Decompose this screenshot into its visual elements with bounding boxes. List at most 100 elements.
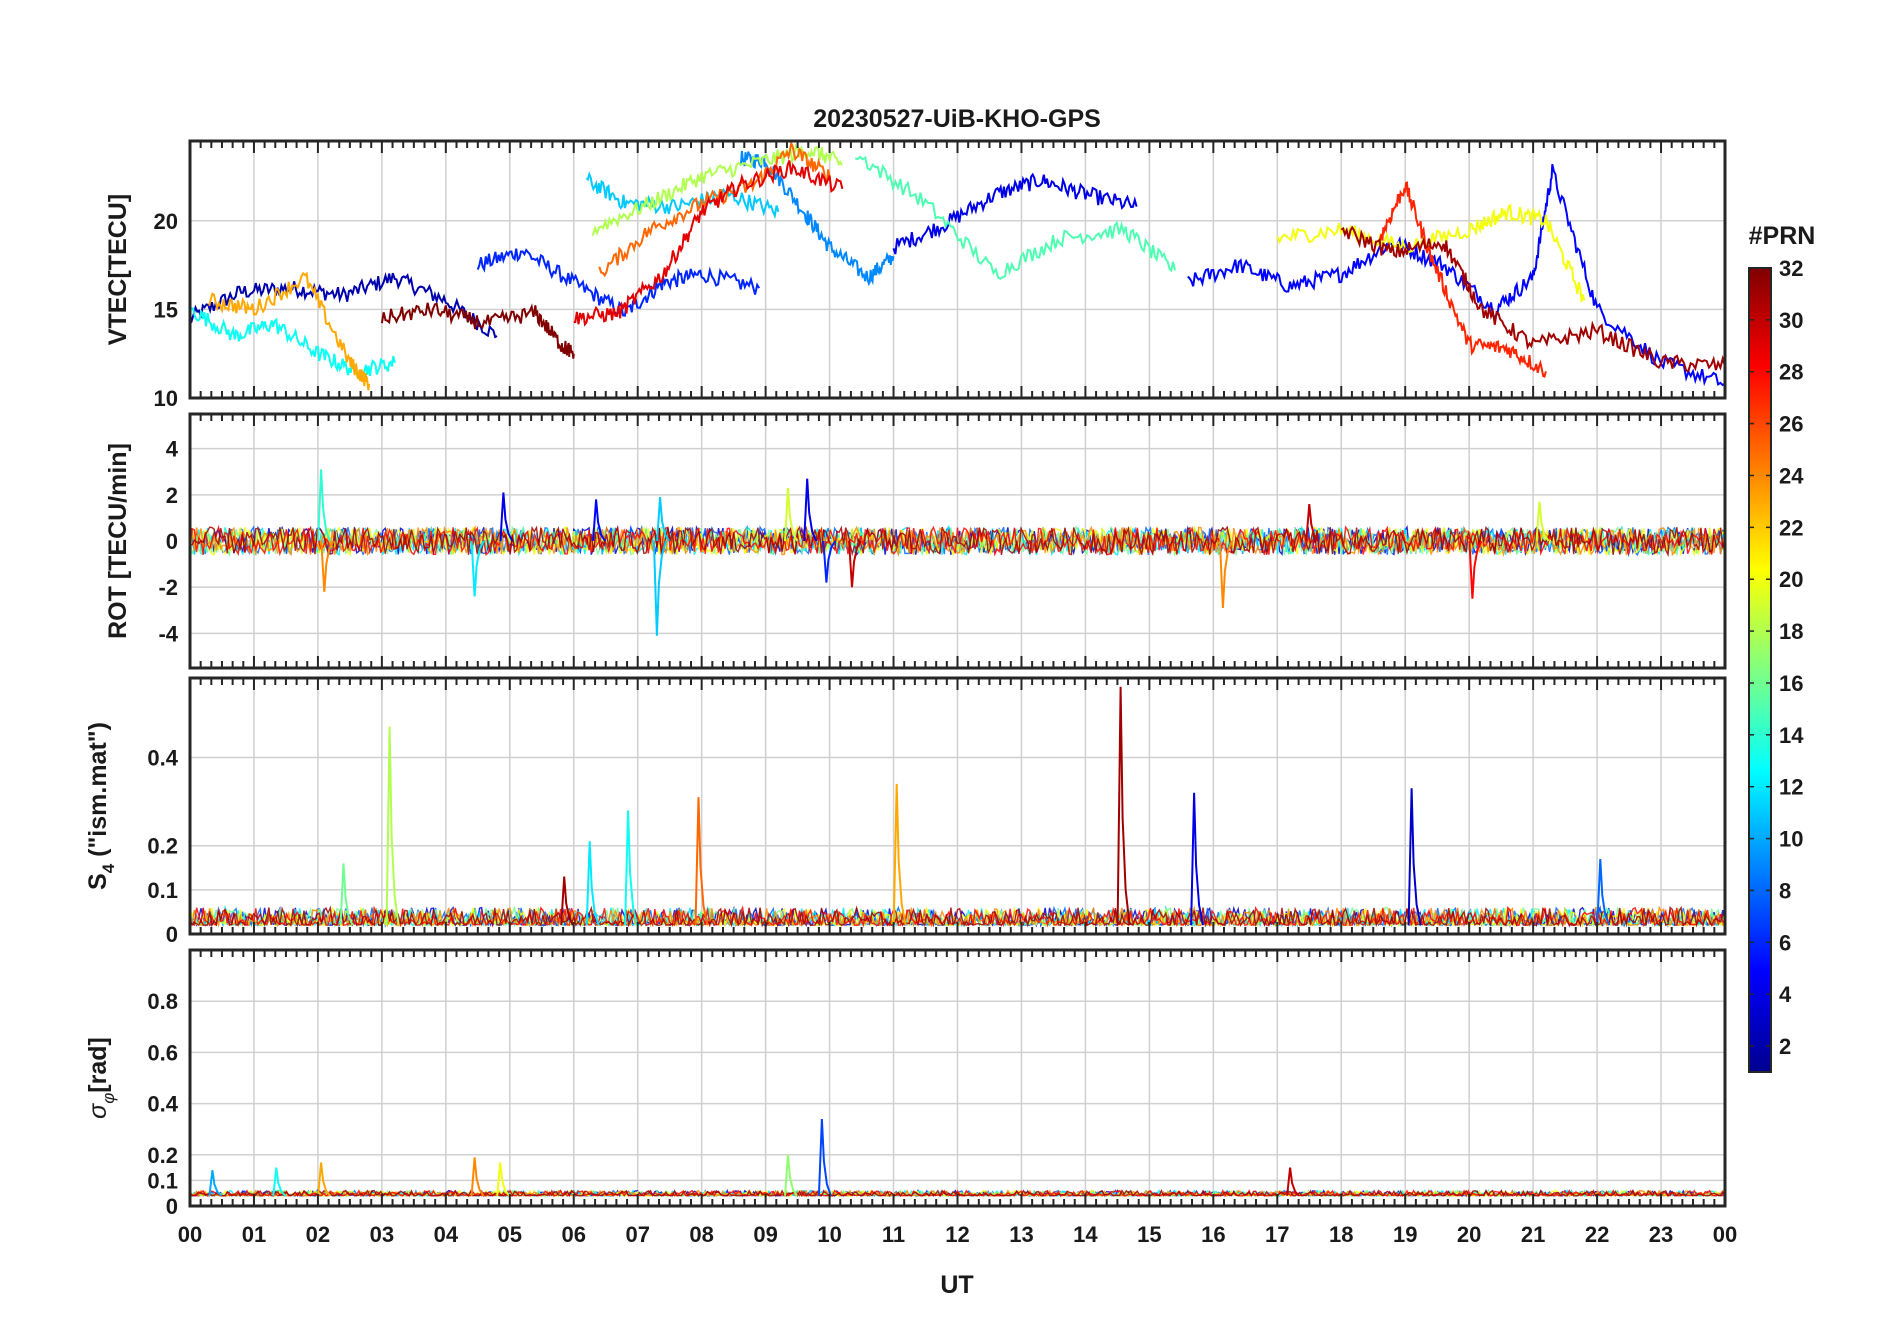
y-tick-label: 0.1 [147, 878, 178, 903]
x-tick-label: 20 [1457, 1222, 1481, 1247]
y-axis-title: VTEC[TECU] [104, 194, 132, 345]
spike-mark [694, 797, 709, 926]
spike-mark [470, 540, 485, 597]
spike-mark [1468, 540, 1483, 599]
noise-series-line [190, 524, 1725, 558]
spike-mark [784, 487, 798, 542]
x-tick-label: 21 [1521, 1222, 1545, 1247]
spike-mark [1116, 686, 1131, 926]
x-tick-label: 14 [1073, 1222, 1098, 1247]
y-tick-label: 0.8 [147, 989, 178, 1014]
rot-panel: -4 -2 0 2 4 ROT [TECU/min] [104, 412, 1727, 670]
vtec-series-line [380, 302, 575, 359]
colorbar-tick-label: 8 [1779, 878, 1791, 903]
x-tick-label: 02 [306, 1222, 330, 1247]
vtec-panel: 10 15 20 VTEC[TECU] [104, 139, 1727, 411]
colorbar-tick-label: 28 [1779, 360, 1803, 385]
spike-mark [1190, 792, 1205, 926]
colorbar-tick-label: 18 [1779, 619, 1803, 644]
x-tick-label: 18 [1329, 1222, 1353, 1247]
spike-mark [320, 540, 335, 592]
vtec-series-line [1340, 225, 1725, 372]
y-axis-title: S4 ("ism.mat") [84, 722, 118, 890]
y-tick-label: 0.6 [147, 1040, 178, 1065]
colorbar-tick-label: 2 [1779, 1034, 1791, 1059]
x-tick-label: 06 [562, 1222, 586, 1247]
x-tick-label: 19 [1393, 1222, 1417, 1247]
y-tick-label: 0.2 [147, 1143, 178, 1168]
y-tick-label: 0.1 [147, 1168, 178, 1193]
x-tick-label: 10 [817, 1222, 841, 1247]
spike-mark [624, 810, 639, 926]
vtec-series-line [598, 141, 831, 278]
y-tick-label: 15 [154, 297, 178, 322]
colorbar-tick-label: 14 [1779, 723, 1804, 748]
colorbar-tick-label: 6 [1779, 930, 1791, 955]
x-tick-label: 08 [689, 1222, 713, 1247]
y-tick-label: 0 [166, 529, 178, 554]
spike-mark [385, 726, 400, 926]
spike-mark [585, 841, 600, 926]
colorbar-tick-label: 4 [1779, 982, 1792, 1007]
x-tick-label: 12 [945, 1222, 969, 1247]
colorbar-frame [1748, 267, 1772, 1073]
vtec-series-line [591, 143, 843, 236]
x-tick-label: 17 [1265, 1222, 1289, 1247]
spike-mark [1286, 1167, 1300, 1197]
spike-mark [784, 1154, 798, 1197]
vtec-series-line [573, 160, 844, 327]
colorbar-gradient [1749, 268, 1771, 1072]
vtec-series-line [476, 248, 761, 317]
noise-series-line [190, 905, 1725, 928]
spike-mark [892, 783, 907, 926]
y-tick-label: 0.2 [147, 834, 178, 859]
x-tick-label: 01 [242, 1222, 266, 1247]
colorbar-tick-label: 24 [1779, 463, 1804, 488]
y-tick-label: 20 [154, 209, 178, 234]
y-tick-label: 10 [154, 386, 178, 411]
y-axis-title: σφ[rad] [84, 1037, 118, 1119]
x-tick-label: 13 [1009, 1222, 1033, 1247]
y-tick-label: 0 [166, 1194, 178, 1219]
spike-mark [822, 540, 837, 583]
spike-mark [1305, 504, 1320, 542]
vtec-series-line [208, 271, 371, 391]
vtec-series-line [190, 272, 498, 339]
spike-mark [817, 1118, 832, 1197]
y-tick-label: 0.4 [147, 745, 178, 770]
x-tick-label: 05 [498, 1222, 522, 1247]
spike-mark [652, 540, 667, 636]
colorbar-tick-label: 22 [1779, 515, 1803, 540]
x-tick-label: 03 [370, 1222, 394, 1247]
spike-mark [272, 1167, 287, 1197]
x-tick-label: 15 [1137, 1222, 1161, 1247]
colorbar-tick-label: 12 [1779, 775, 1803, 800]
spike-mark [317, 1162, 331, 1197]
colorbar-title: #PRN [1749, 222, 1816, 250]
y-tick-label: -4 [158, 621, 178, 646]
spike-mark [1218, 540, 1233, 609]
colorbar-tick-label: 16 [1779, 671, 1803, 696]
spike-mark [317, 469, 332, 542]
s4-panel: 0 0.1 0.2 0.4 S4 ("ism.mat") [84, 676, 1727, 947]
spike-mark [803, 478, 818, 542]
spike-mark [208, 1170, 223, 1197]
x-tick-label: 00 [1713, 1222, 1737, 1247]
x-tick-label: 07 [625, 1222, 649, 1247]
y-tick-label: 4 [166, 437, 179, 462]
y-axis-title: ROT [TECU/min] [104, 443, 132, 639]
vtec-series-line [1276, 203, 1586, 302]
spike-mark [1407, 788, 1422, 926]
x-tick-label: 16 [1201, 1222, 1225, 1247]
spike-mark [560, 876, 575, 926]
x-tick-label: 04 [434, 1222, 459, 1247]
x-tick-label: 23 [1649, 1222, 1673, 1247]
x-tick-label: 11 [882, 1222, 905, 1247]
sigma-phi-panel: 00.10.2 0.4 0.6 0.8 σφ[rad] 00 01 02 03 04 05 06 07 0… [84, 948, 1737, 1247]
spike-mark [339, 863, 354, 926]
spike-mark [656, 497, 670, 542]
spike-mark [1596, 858, 1611, 926]
data-series-group [190, 141, 1725, 391]
spike-mark [499, 492, 514, 542]
